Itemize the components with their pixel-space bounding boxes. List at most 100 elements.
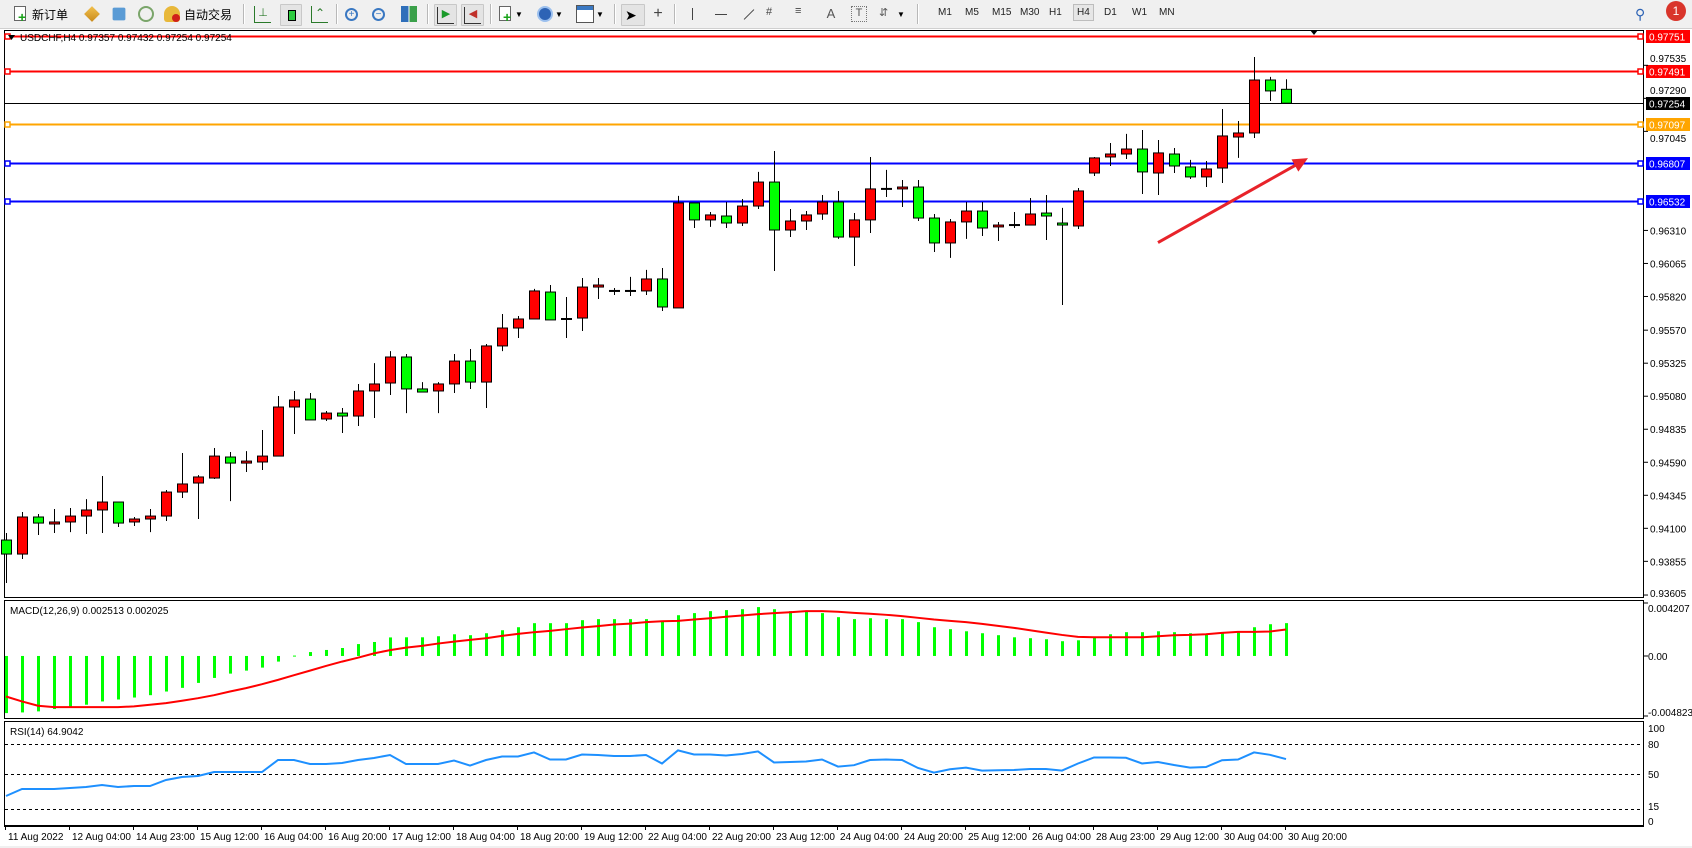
macd-histogram-bar [373, 641, 376, 656]
chevron-down-icon: ▼ [897, 9, 905, 19]
templates-button[interactable]: ▼ [576, 4, 604, 24]
candle-body [1121, 148, 1132, 155]
candle [449, 354, 460, 393]
candle-body [17, 516, 28, 555]
vertical-line-button[interactable] [684, 4, 700, 24]
macd-histogram-bar [805, 611, 808, 656]
trendline-icon [741, 6, 757, 22]
candle-body [417, 388, 428, 393]
notifications-badge[interactable]: 1 [1666, 1, 1686, 21]
symbol-readout: USDCHF,H4 0.97357 0.97432 0.97254 0.9725… [20, 33, 232, 44]
timeframe-m1[interactable]: M1 [938, 7, 952, 18]
price-level-tag [1646, 195, 1690, 208]
trendline-button[interactable] [741, 4, 757, 24]
line-handle-right[interactable] [1637, 198, 1644, 205]
cursor-button[interactable]: ➤ [621, 4, 645, 26]
candle-body [129, 518, 140, 523]
timeframe-m30[interactable]: M30 [1020, 7, 1040, 18]
text-button[interactable]: A [823, 4, 839, 24]
zoom-out-button[interactable]: − [372, 4, 385, 24]
toolbar: + 新订单 自动交易 ⊥ ⌃ + − ▶ ◀ + ▼ ▼ ▼ ➤ + # ≡ A … [0, 0, 1692, 29]
text-label-button[interactable]: T [851, 4, 867, 24]
horizontal-line-button[interactable] [713, 4, 729, 24]
macd-histogram-bar [581, 620, 584, 656]
timeframe-m15[interactable]: M15 [992, 7, 1012, 18]
chart-canvas [0, 29, 1692, 846]
auto-scroll-button[interactable]: ▶ [434, 4, 457, 26]
timeframe-h1[interactable]: H1 [1049, 7, 1062, 18]
timeframe-w1[interactable]: W1 [1132, 7, 1147, 18]
market-watch-icon [84, 6, 100, 22]
macd-histogram-bar [1237, 631, 1240, 656]
line-handle-left[interactable] [4, 160, 11, 167]
line-handle-left[interactable] [4, 198, 11, 205]
macd-histogram-bar [917, 622, 920, 656]
horizontal-levels: 0.97751 0.97491 0.97254 0.97097 0.96807 0.965… [4, 30, 1690, 209]
market-watch-button[interactable] [84, 4, 100, 24]
candle-body [753, 181, 764, 207]
chart-shift-marker[interactable] [1310, 30, 1318, 35]
line-handle-right[interactable] [1637, 160, 1644, 167]
tile-windows-icon [401, 6, 417, 22]
rsi-indicator: 100 80 50 15 0 [5, 724, 1665, 828]
line-handle-right[interactable] [1637, 33, 1644, 40]
macd-histogram-bar [1253, 627, 1256, 656]
macd-histogram-bar [1269, 624, 1272, 656]
arrows-button[interactable]: ⇵ ▼ [879, 4, 905, 24]
auto-trading-button[interactable]: 自动交易 [164, 4, 232, 24]
time-axis-label: 22 Aug 20:00 [712, 832, 771, 843]
search-button[interactable]: ⚲ [1635, 4, 1651, 24]
indicators-button[interactable]: + ▼ [497, 4, 523, 24]
rsi-axis-label: 15 [1648, 802, 1660, 813]
bar-chart-icon: ⊥ [254, 5, 271, 23]
line-handle-left[interactable] [4, 68, 11, 75]
tile-windows-button[interactable] [401, 4, 417, 24]
timeframe-h4[interactable]: H4 [1073, 4, 1094, 21]
fibonacci-button[interactable]: ≡ [795, 4, 811, 24]
candlestick-button[interactable] [280, 4, 302, 26]
price-level-value: 0.96807 [1649, 160, 1686, 171]
chart-shift-button[interactable]: ◀ [461, 4, 484, 26]
candle [129, 516, 140, 527]
price-level-tag [1646, 30, 1690, 43]
timeframe-d1[interactable]: D1 [1104, 7, 1117, 18]
new-order-button[interactable]: + 新订单 [12, 4, 68, 24]
rsi-line [5, 749, 1287, 797]
separator [243, 4, 245, 24]
macd-histogram-bar [117, 655, 120, 700]
candle-body [449, 360, 460, 385]
candle-body [369, 383, 380, 392]
timeframe-mn[interactable]: MN [1159, 7, 1175, 18]
candle-body [1073, 190, 1084, 227]
trend-arrow[interactable] [1157, 158, 1308, 244]
macd-histogram-bar [53, 655, 56, 710]
line-handle-left[interactable] [4, 121, 11, 128]
equidistant-channel-button[interactable]: # [766, 4, 782, 24]
timeframe-m5[interactable]: M5 [965, 7, 979, 18]
time-axis-label: 30 Aug 04:00 [1224, 832, 1283, 843]
trend-arrow-head[interactable] [1291, 158, 1308, 172]
line-chart-button[interactable]: ⌃ [311, 4, 328, 24]
crosshair-button[interactable]: + [650, 4, 666, 24]
bar-chart-button[interactable]: ⊥ [254, 4, 271, 24]
candle [993, 221, 1004, 241]
zoom-out-icon: − [372, 7, 385, 21]
candle-body [785, 220, 796, 231]
macd-axis-label: 0.004207 [1648, 604, 1690, 615]
line-handle-right[interactable] [1637, 68, 1644, 75]
candle-body [689, 202, 700, 221]
collapse-triangle-icon[interactable] [8, 35, 15, 40]
candle [1265, 76, 1276, 102]
rsi-axis-label: 100 [1648, 724, 1665, 735]
macd-histogram-bar [773, 609, 776, 656]
macd-histogram-bar [1093, 637, 1096, 656]
periods-button[interactable]: ▼ [537, 4, 563, 24]
data-window-button[interactable] [111, 4, 127, 24]
trend-arrow-shaft[interactable] [1157, 161, 1301, 244]
zoom-in-button[interactable]: + [345, 4, 358, 24]
navigator-button[interactable] [138, 4, 154, 24]
macd-histogram-bar [1205, 634, 1208, 656]
line-handle-right[interactable] [1637, 121, 1644, 128]
separator [490, 4, 492, 24]
